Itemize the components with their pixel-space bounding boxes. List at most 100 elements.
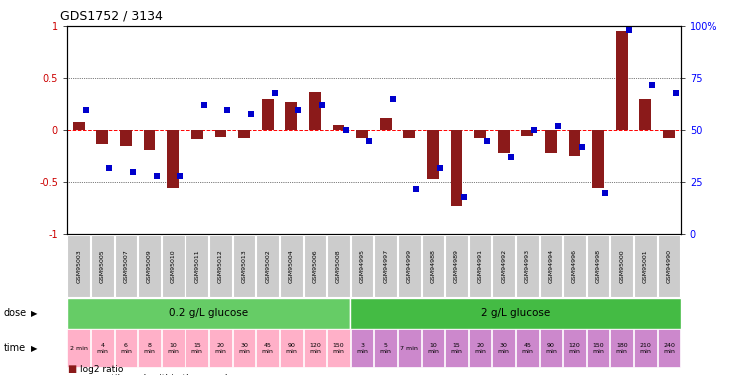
FancyBboxPatch shape bbox=[658, 329, 680, 367]
Bar bbox=[167, 130, 179, 188]
FancyBboxPatch shape bbox=[658, 235, 680, 297]
Bar bbox=[144, 130, 155, 150]
Bar bbox=[568, 130, 580, 156]
Text: GSM95004: GSM95004 bbox=[289, 249, 294, 283]
Bar bbox=[474, 130, 486, 138]
FancyBboxPatch shape bbox=[304, 235, 326, 297]
Bar bbox=[238, 130, 250, 138]
FancyBboxPatch shape bbox=[469, 235, 492, 297]
Text: 10
min: 10 min bbox=[427, 343, 439, 354]
Text: GSM94990: GSM94990 bbox=[667, 249, 671, 283]
FancyBboxPatch shape bbox=[563, 329, 586, 367]
FancyBboxPatch shape bbox=[256, 329, 279, 367]
Text: 90
min: 90 min bbox=[545, 343, 557, 354]
Text: ■: ■ bbox=[67, 374, 76, 375]
Text: ▶: ▶ bbox=[31, 344, 38, 352]
Text: GSM94995: GSM94995 bbox=[359, 249, 365, 283]
Text: 15
min: 15 min bbox=[451, 343, 463, 354]
Text: ▶: ▶ bbox=[31, 309, 38, 318]
FancyBboxPatch shape bbox=[233, 329, 255, 367]
Text: GSM95010: GSM95010 bbox=[170, 249, 176, 283]
Text: GSM95006: GSM95006 bbox=[312, 249, 318, 283]
Text: 3
min: 3 min bbox=[356, 343, 368, 354]
Text: dose: dose bbox=[4, 308, 27, 318]
Text: 15
min: 15 min bbox=[191, 343, 202, 354]
Bar bbox=[286, 102, 297, 130]
Text: 2 g/L glucose: 2 g/L glucose bbox=[481, 308, 550, 318]
Bar bbox=[592, 130, 604, 188]
Bar bbox=[191, 130, 202, 139]
Text: GSM95011: GSM95011 bbox=[194, 249, 199, 283]
FancyBboxPatch shape bbox=[422, 235, 444, 297]
FancyBboxPatch shape bbox=[115, 235, 138, 297]
Bar bbox=[379, 118, 391, 130]
Text: GSM94989: GSM94989 bbox=[454, 249, 459, 283]
FancyBboxPatch shape bbox=[256, 235, 279, 297]
Text: time: time bbox=[4, 343, 26, 353]
FancyBboxPatch shape bbox=[68, 235, 90, 297]
Text: GSM95012: GSM95012 bbox=[218, 249, 223, 283]
FancyBboxPatch shape bbox=[539, 235, 562, 297]
Bar bbox=[120, 130, 132, 146]
FancyBboxPatch shape bbox=[422, 329, 444, 367]
Text: GSM95008: GSM95008 bbox=[336, 249, 341, 283]
Text: GSM94992: GSM94992 bbox=[501, 249, 506, 283]
Bar bbox=[97, 130, 109, 144]
Text: GDS1752 / 3134: GDS1752 / 3134 bbox=[60, 9, 162, 22]
Bar bbox=[356, 130, 368, 138]
Text: 5
min: 5 min bbox=[379, 343, 391, 354]
Text: 0.2 g/L glucose: 0.2 g/L glucose bbox=[169, 308, 248, 318]
Text: GSM95007: GSM95007 bbox=[124, 249, 129, 283]
Text: GSM95013: GSM95013 bbox=[242, 249, 246, 283]
Text: 4
min: 4 min bbox=[97, 343, 109, 354]
FancyBboxPatch shape bbox=[162, 235, 185, 297]
FancyBboxPatch shape bbox=[91, 235, 114, 297]
FancyBboxPatch shape bbox=[610, 235, 633, 297]
Bar bbox=[639, 99, 651, 130]
Text: 210
min: 210 min bbox=[639, 343, 651, 354]
FancyBboxPatch shape bbox=[563, 235, 586, 297]
FancyBboxPatch shape bbox=[374, 329, 397, 367]
FancyBboxPatch shape bbox=[327, 329, 350, 367]
Bar bbox=[498, 130, 510, 153]
FancyBboxPatch shape bbox=[350, 235, 373, 297]
FancyBboxPatch shape bbox=[138, 235, 161, 297]
Text: 30
min: 30 min bbox=[498, 343, 510, 354]
Text: GSM94999: GSM94999 bbox=[407, 249, 411, 283]
FancyBboxPatch shape bbox=[138, 329, 161, 367]
Text: GSM94998: GSM94998 bbox=[596, 249, 600, 283]
Text: log2 ratio: log2 ratio bbox=[80, 365, 124, 374]
Bar bbox=[545, 130, 557, 153]
Text: 150
min: 150 min bbox=[333, 343, 344, 354]
Bar bbox=[403, 130, 415, 138]
FancyBboxPatch shape bbox=[493, 235, 515, 297]
FancyBboxPatch shape bbox=[374, 235, 397, 297]
FancyBboxPatch shape bbox=[185, 235, 208, 297]
FancyBboxPatch shape bbox=[280, 235, 303, 297]
Text: 7 min: 7 min bbox=[400, 346, 418, 351]
FancyBboxPatch shape bbox=[445, 329, 468, 367]
Text: GSM95002: GSM95002 bbox=[265, 249, 270, 283]
FancyBboxPatch shape bbox=[233, 235, 255, 297]
Text: GSM94988: GSM94988 bbox=[430, 249, 435, 283]
Bar bbox=[616, 32, 628, 130]
FancyBboxPatch shape bbox=[587, 235, 609, 297]
Text: GSM95001: GSM95001 bbox=[643, 249, 648, 283]
Text: 2 min: 2 min bbox=[70, 346, 88, 351]
Bar bbox=[451, 130, 462, 206]
Text: ■: ■ bbox=[67, 364, 76, 374]
FancyBboxPatch shape bbox=[634, 235, 657, 297]
Bar bbox=[522, 130, 533, 135]
Bar bbox=[262, 99, 274, 130]
Text: 8
min: 8 min bbox=[144, 343, 155, 354]
Bar bbox=[73, 122, 85, 130]
Text: GSM95009: GSM95009 bbox=[147, 249, 152, 283]
Text: 10
min: 10 min bbox=[167, 343, 179, 354]
Text: 150
min: 150 min bbox=[592, 343, 604, 354]
FancyBboxPatch shape bbox=[67, 298, 350, 329]
Text: GSM94996: GSM94996 bbox=[572, 249, 577, 283]
FancyBboxPatch shape bbox=[280, 329, 303, 367]
Bar bbox=[333, 125, 344, 130]
Text: 20
min: 20 min bbox=[474, 343, 486, 354]
FancyBboxPatch shape bbox=[398, 235, 420, 297]
